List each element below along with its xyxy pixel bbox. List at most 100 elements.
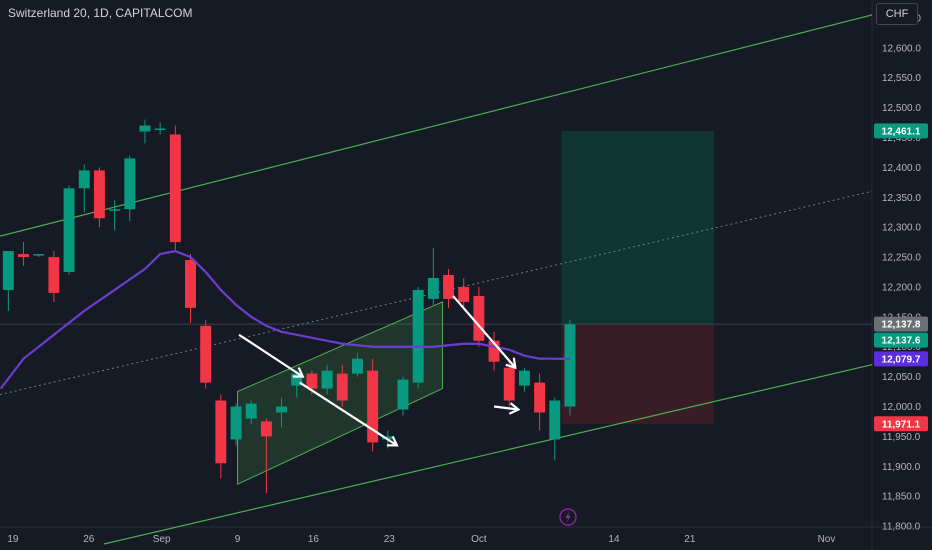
- x-tick-label: Oct: [471, 534, 487, 545]
- candle-up: [78, 170, 90, 189]
- candle-up: [109, 209, 121, 211]
- price-flag-label: 12,137.8: [882, 320, 921, 331]
- arrow-head: [292, 367, 305, 378]
- price-flag-target: [874, 332, 928, 348]
- drawing-arrows: [238, 295, 521, 447]
- candle-up: [230, 406, 242, 440]
- target-zone: [561, 130, 715, 325]
- candle-up: [412, 289, 424, 383]
- x-tick-label: Sep: [153, 534, 171, 545]
- candle-down: [473, 295, 485, 341]
- candle-down: [443, 275, 454, 299]
- y-tick-label: 12,050.0: [882, 372, 921, 383]
- moving-average: [0, 249, 570, 390]
- y-tick-label: 12,200.0: [882, 282, 921, 293]
- price-flag-target: [874, 123, 928, 139]
- candle-up: [351, 358, 363, 374]
- y-tick-label: 12,100.0: [882, 342, 921, 353]
- y-tick-label: 11,900.0: [882, 462, 921, 473]
- x-tick-label: 19: [7, 534, 19, 545]
- candle-down: [488, 340, 500, 362]
- y-tick-label: 12,300.0: [882, 223, 921, 234]
- candle-down: [503, 367, 515, 401]
- y-tick-label: 12,000.0: [882, 402, 921, 413]
- y-tick-label: 11,850.0: [882, 492, 921, 503]
- y-tick-label: 12,400.0: [882, 163, 921, 174]
- flash-icon[interactable]: [559, 508, 577, 526]
- y-tick-label: 12,500.0: [882, 103, 921, 114]
- arrow-line: [299, 381, 398, 447]
- candlesticks: [2, 119, 576, 494]
- price-flag-ma: [874, 351, 928, 367]
- x-tick-label: 14: [608, 534, 620, 545]
- x-tick-label: 23: [384, 534, 396, 545]
- candle-down: [367, 370, 379, 443]
- arrow-line: [238, 333, 304, 378]
- candle-down: [185, 260, 196, 308]
- candle-up: [124, 158, 136, 210]
- candle-down: [260, 421, 272, 437]
- price-flag-gray: [874, 316, 928, 332]
- y-tick-label: 12,450.0: [882, 133, 921, 144]
- arrow-head: [505, 357, 517, 370]
- candle-down: [458, 286, 470, 302]
- channel-upper-line: [0, 14, 873, 237]
- candle-down: [48, 257, 60, 293]
- stop-zone: [561, 324, 715, 424]
- candle-up: [2, 251, 14, 290]
- price-flags: 12,461.1 12,137.8 12,137.6 12,079.7 11,971.1: [874, 123, 928, 432]
- x-tick-label: Nov: [818, 534, 836, 545]
- candle-up: [139, 125, 151, 132]
- candle-up: [427, 277, 439, 299]
- candle-down: [169, 134, 181, 243]
- x-tick-label: 16: [308, 534, 320, 545]
- y-tick-label: 12,600.0: [882, 43, 921, 54]
- price-flag-label: 12,137.6: [882, 336, 921, 347]
- candle-down: [93, 170, 105, 219]
- price-flag-label: 11,971.1: [882, 419, 921, 430]
- candle-up: [63, 188, 75, 273]
- position-zones: [561, 130, 715, 424]
- arrow-line: [452, 295, 517, 369]
- arrow-head: [508, 402, 521, 415]
- candle-up: [154, 128, 166, 131]
- y-tick-label: 12,550.0: [882, 73, 921, 84]
- candle-down: [534, 382, 546, 413]
- candle-down: [18, 254, 29, 258]
- arrow-head: [386, 435, 399, 447]
- price-flag-label: 12,461.1: [882, 126, 921, 137]
- candle-up: [33, 254, 45, 256]
- x-tick-label: 9: [235, 534, 241, 545]
- candle-up: [549, 400, 561, 440]
- price-axis[interactable]: 11,800.0 11,850.0 11,900.0 11,950.0 12,000.0…: [882, 13, 921, 532]
- x-tick-label: 21: [684, 534, 696, 545]
- candle-down: [336, 373, 348, 401]
- candle-up: [397, 379, 409, 410]
- candle-up: [321, 370, 333, 389]
- y-tick-label: 12,350.0: [882, 193, 921, 204]
- candle-up: [276, 406, 288, 413]
- price-flag-stop: [874, 416, 928, 432]
- y-tick-label: 11,950.0: [882, 432, 921, 443]
- candle-down: [306, 373, 318, 389]
- x-tick-label: 26: [83, 534, 95, 545]
- candle-down: [200, 325, 212, 383]
- y-tick-label: 12,250.0: [882, 253, 921, 264]
- y-tick-label: 11,800.0: [882, 522, 921, 533]
- moving-average-line: [0, 249, 570, 390]
- currency-button[interactable]: CHF: [876, 3, 918, 25]
- candle-up: [382, 436, 394, 440]
- chart-title: Switzerland 20, 1D, CAPITALCOM: [8, 6, 193, 20]
- candle-up: [245, 403, 257, 419]
- channel-lower-line: [103, 364, 873, 545]
- candle-up: [291, 373, 303, 386]
- time-axis[interactable]: 19 26 Sep 9 16 23 Oct 14 21 Nov: [7, 534, 835, 545]
- candle-up: [518, 370, 530, 386]
- price-flag-label: 12,079.7: [882, 354, 921, 365]
- channel-mid-line: [0, 190, 873, 396]
- candle-up: [564, 324, 576, 407]
- arrow-line: [493, 405, 519, 411]
- candle-down: [215, 400, 227, 464]
